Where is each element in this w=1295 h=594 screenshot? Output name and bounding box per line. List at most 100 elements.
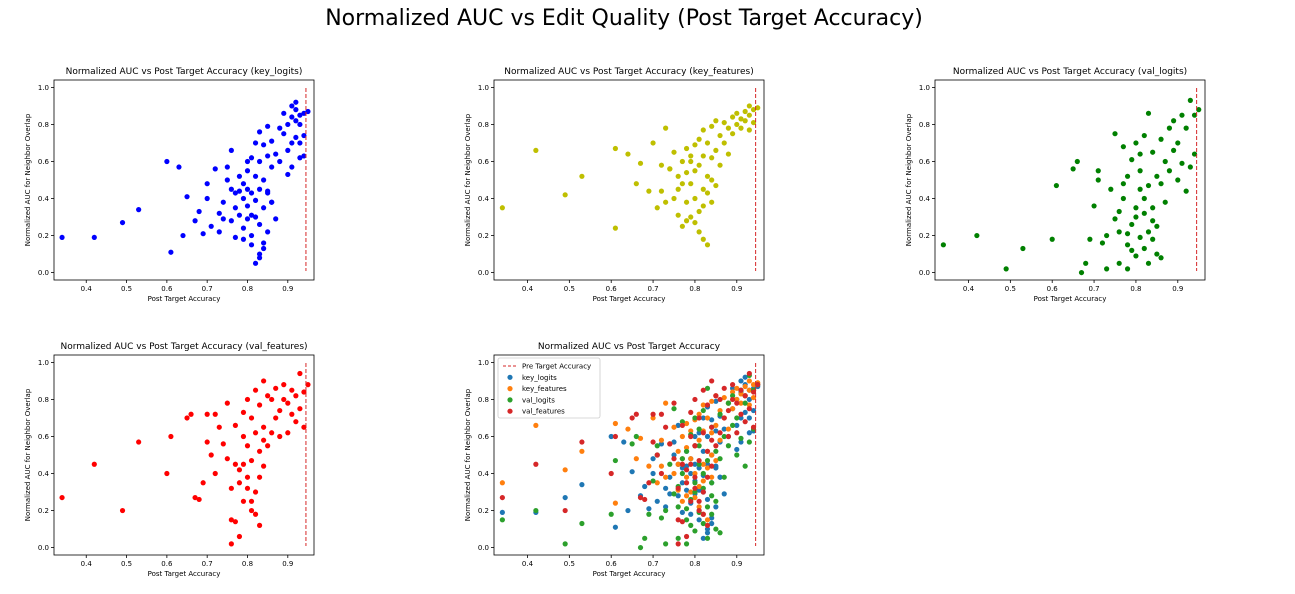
- x-axis-label: Post Target Accuracy: [593, 570, 666, 578]
- data-point: [273, 151, 279, 157]
- data-point: [734, 396, 740, 403]
- data-point: [244, 158, 251, 165]
- legend-marker: [507, 397, 513, 403]
- data-point: [1150, 236, 1156, 242]
- data-point: [746, 396, 752, 403]
- axes-frame: [934, 79, 1206, 281]
- data-point: [1162, 199, 1168, 205]
- data-point: [721, 433, 727, 440]
- data-point: [704, 448, 711, 454]
- data-point: [252, 511, 259, 517]
- data-point: [224, 400, 230, 406]
- data-point: [1129, 157, 1135, 163]
- subplot-title: Normalized AUC vs Post Target Accuracy (…: [953, 67, 1187, 77]
- data-point: [700, 478, 706, 484]
- data-point: [671, 149, 677, 155]
- data-point: [297, 155, 303, 161]
- data-point: [721, 385, 727, 391]
- data-point: [725, 433, 732, 440]
- data-point: [683, 517, 690, 523]
- subplot-val-features: Normalized AUC vs Post Target Accuracy (…: [24, 342, 315, 578]
- x-tick-label: 0.4: [81, 560, 93, 568]
- x-tick-label: 0.6: [1047, 285, 1059, 293]
- x-tick-label: 0.7: [647, 560, 658, 568]
- data-point: [663, 400, 669, 406]
- data-point: [696, 415, 702, 421]
- x-tick-label: 0.8: [689, 285, 700, 293]
- data-point: [196, 496, 202, 503]
- x-tick-label: 0.7: [1088, 285, 1099, 293]
- data-point: [533, 422, 539, 428]
- data-point: [679, 422, 685, 428]
- data-point: [704, 504, 711, 510]
- data-point: [683, 218, 690, 224]
- data-point: [663, 474, 669, 480]
- data-point: [692, 474, 698, 480]
- data-point: [232, 519, 238, 525]
- data-point: [1145, 182, 1152, 189]
- data-point: [663, 199, 669, 205]
- data-point: [232, 461, 238, 467]
- data-point: [734, 452, 740, 458]
- y-tick-label: 0.0: [38, 544, 49, 552]
- data-point: [289, 387, 295, 393]
- data-point: [232, 234, 238, 241]
- data-point: [256, 448, 263, 454]
- data-point: [1120, 181, 1126, 187]
- x-tick-label: 0.9: [1172, 285, 1183, 293]
- data-point: [1133, 205, 1139, 211]
- data-point: [688, 461, 694, 467]
- data-point: [700, 470, 706, 477]
- data-point: [261, 424, 267, 430]
- data-point: [200, 231, 206, 237]
- data-point: [713, 498, 719, 504]
- x-axis-label: Post Target Accuracy: [148, 295, 221, 303]
- data-point: [1049, 236, 1055, 242]
- data-point: [256, 251, 263, 257]
- data-point: [204, 411, 210, 417]
- data-point: [1070, 166, 1076, 172]
- data-point: [692, 485, 698, 491]
- data-point: [683, 480, 690, 486]
- data-point: [646, 188, 652, 194]
- data-point: [704, 190, 711, 196]
- data-point: [252, 489, 259, 495]
- data-point: [709, 480, 715, 486]
- data-point: [675, 504, 681, 510]
- data-point: [562, 467, 568, 473]
- data-point: [746, 415, 752, 421]
- data-point: [252, 173, 259, 179]
- data-point: [633, 456, 639, 462]
- data-point: [700, 461, 706, 467]
- data-point: [675, 422, 681, 428]
- y-tick-label: 0.8: [478, 121, 489, 129]
- data-point: [1112, 131, 1118, 137]
- data-point: [700, 448, 706, 454]
- data-point: [188, 411, 194, 417]
- data-point: [212, 470, 218, 477]
- y-tick-label: 0.4: [478, 195, 490, 203]
- data-point: [663, 507, 669, 514]
- data-point: [730, 396, 736, 403]
- data-point: [1129, 247, 1135, 253]
- data-point: [658, 441, 665, 447]
- data-point: [750, 407, 757, 414]
- y-tick-label: 0.0: [478, 544, 489, 552]
- y-tick-label: 0.4: [38, 195, 50, 203]
- data-point: [717, 407, 723, 414]
- data-point: [1120, 144, 1126, 150]
- data-point: [667, 491, 673, 497]
- data-point: [579, 482, 585, 488]
- data-point: [285, 171, 291, 178]
- data-point: [688, 522, 694, 528]
- x-tick-label: 0.6: [606, 285, 618, 293]
- data-point: [734, 400, 740, 406]
- data-point: [700, 535, 706, 541]
- data-point: [273, 216, 279, 222]
- data-point: [499, 494, 505, 501]
- data-point: [612, 524, 618, 530]
- data-point: [269, 430, 275, 436]
- data-point: [499, 205, 505, 211]
- data-point: [654, 498, 660, 504]
- data-point: [688, 181, 694, 187]
